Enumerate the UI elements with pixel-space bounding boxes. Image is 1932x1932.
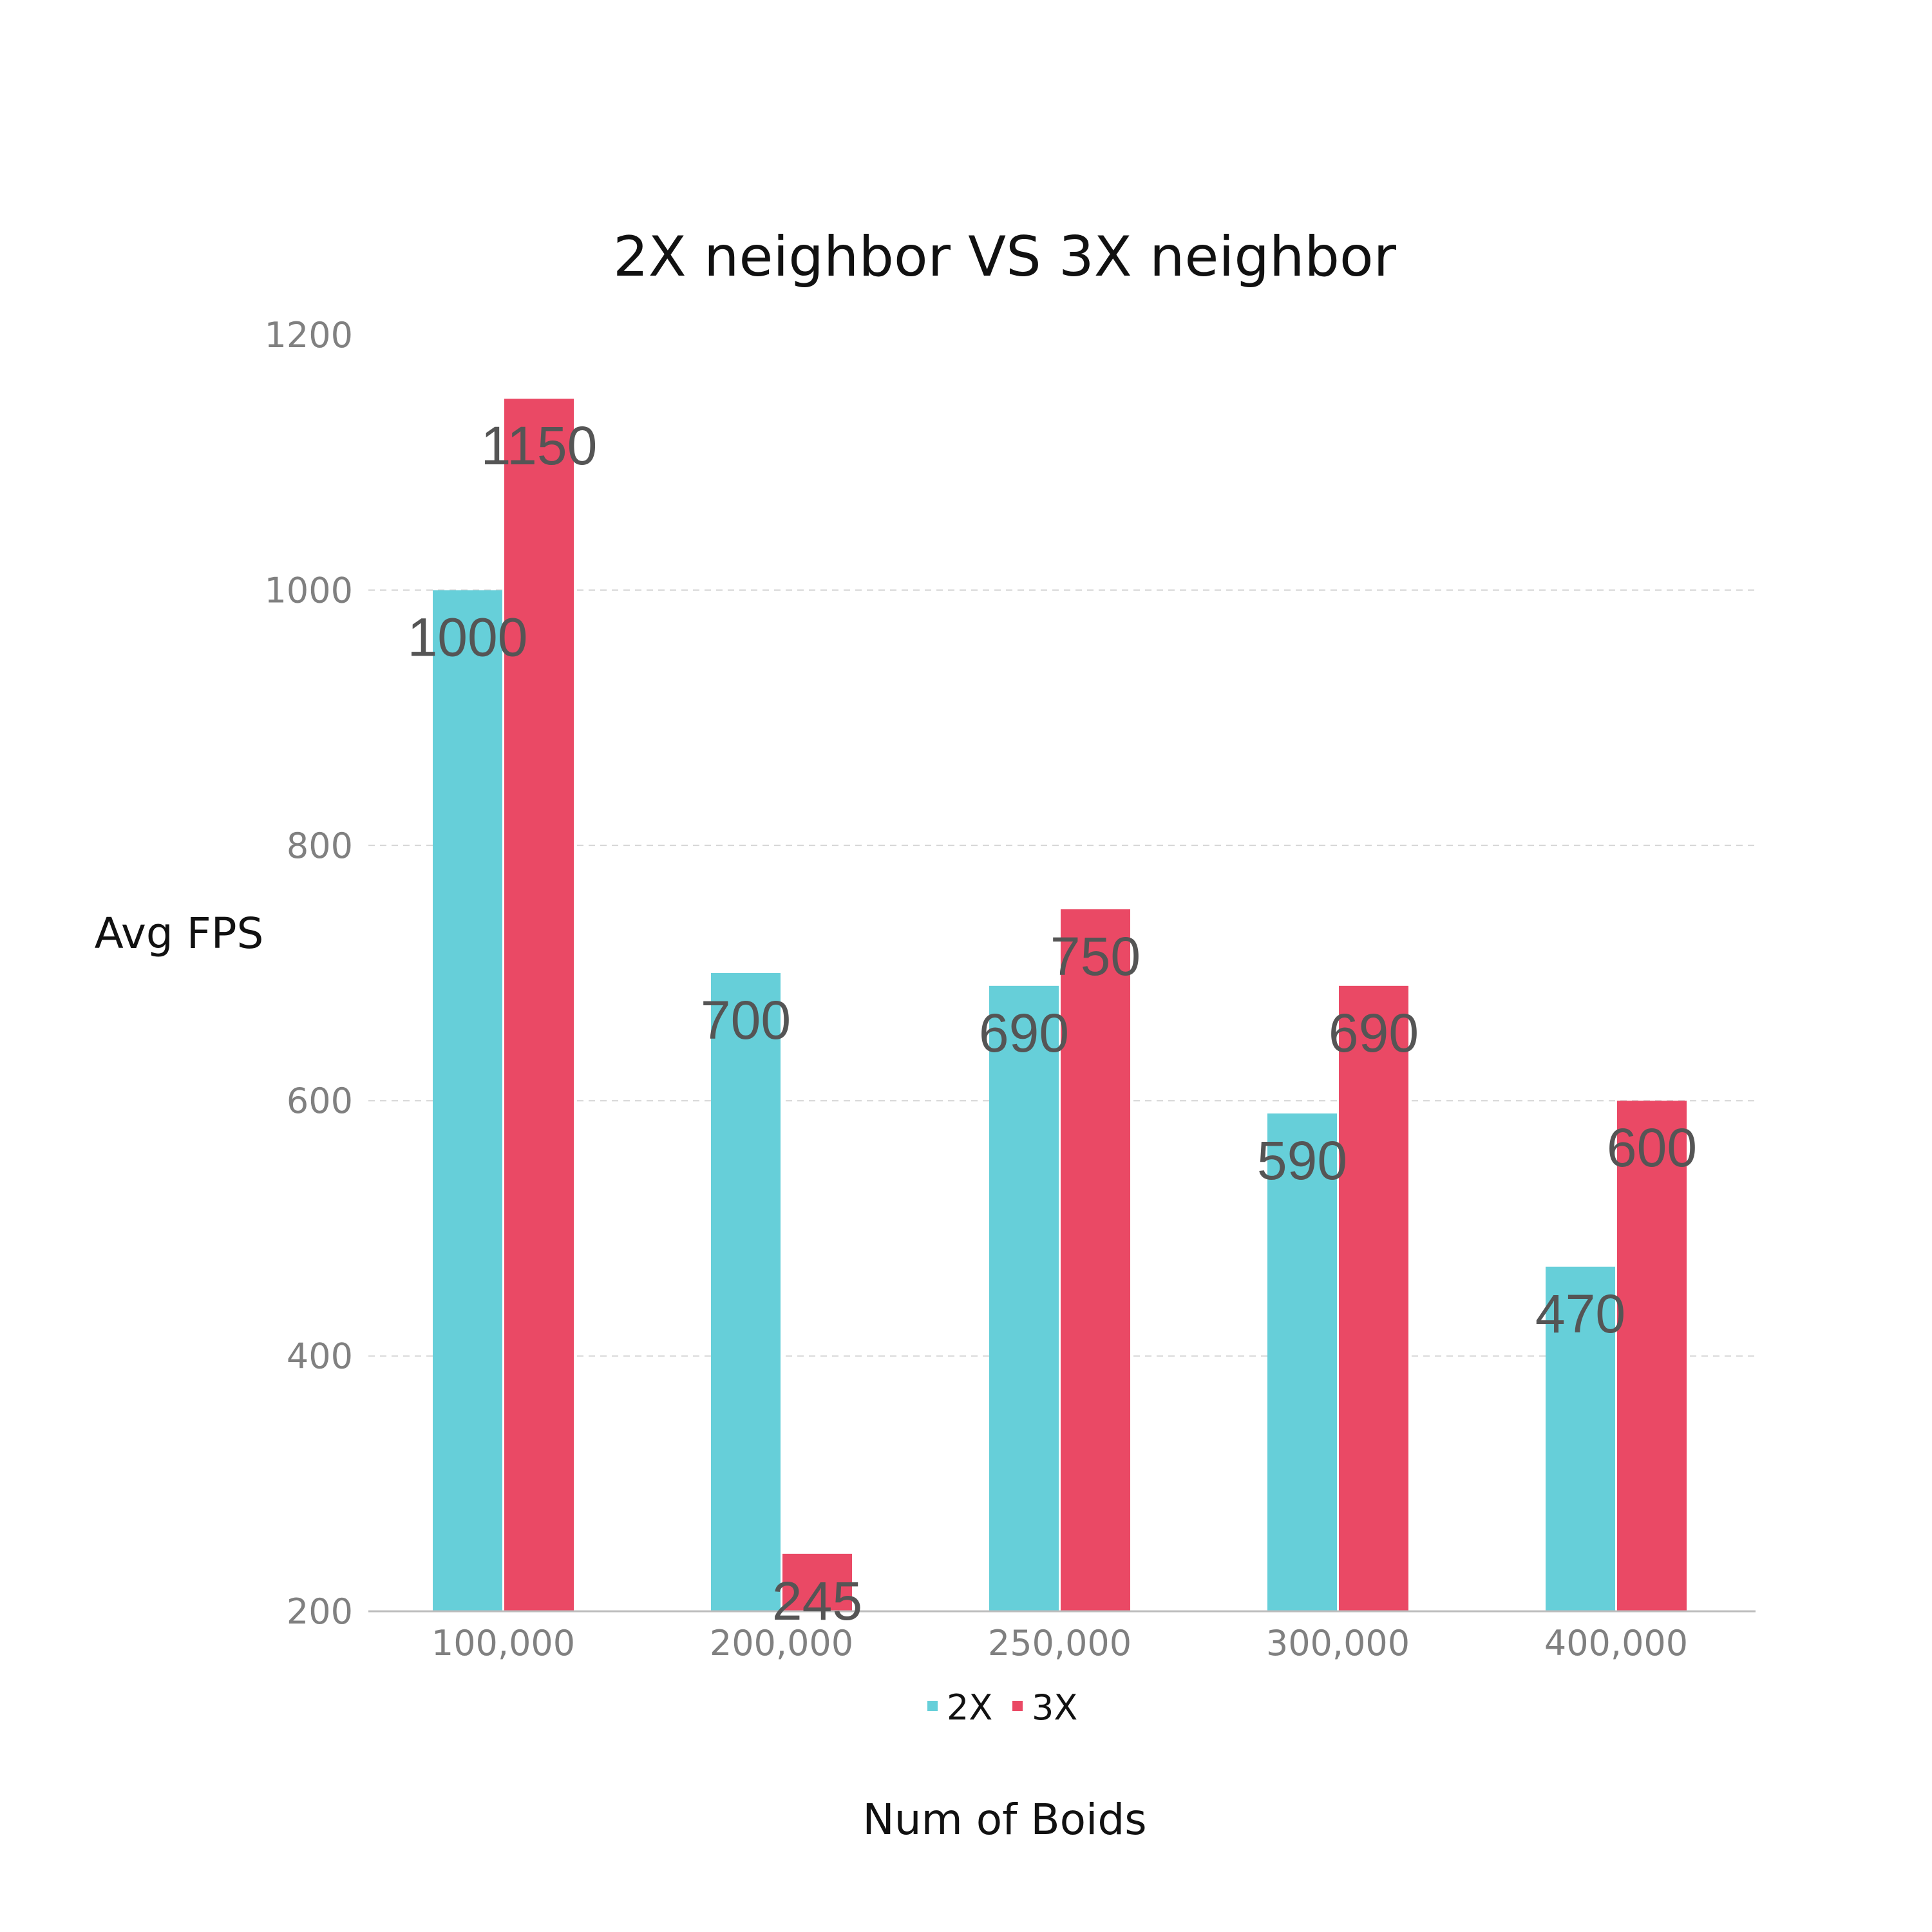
bar-3X-0 (504, 399, 574, 1611)
legend-label-3X: 3X (1032, 1687, 1077, 1728)
x-tick-label: 300,000 (1266, 1623, 1410, 1663)
y-tick-label: 1200 (265, 315, 353, 355)
bar-3X-4 (1617, 1101, 1687, 1611)
y-axis-label: Avg FPS (95, 909, 264, 958)
data-label-2X-2: 690 (979, 1003, 1069, 1063)
bars (433, 399, 1687, 1611)
data-label-3X-4: 600 (1607, 1117, 1697, 1178)
data-label-2X-1: 700 (701, 990, 791, 1050)
x-axis-ticks: 100,000 200,000 250,000 300,000 400,000 (431, 1623, 1688, 1663)
y-tick-label: 800 (287, 826, 353, 866)
chart-title: 2X neighbor VS 3X neighbor (613, 225, 1397, 289)
bar-2X-4 (1546, 1266, 1615, 1611)
y-axis-ticks: 200 400 600 800 1000 1200 (265, 315, 353, 1632)
x-tick-label: 200,000 (710, 1623, 853, 1663)
x-tick-label: 100,000 (431, 1623, 575, 1663)
bar-2X-1 (711, 973, 781, 1611)
x-tick-label: 400,000 (1544, 1623, 1688, 1663)
y-tick-label: 1000 (265, 570, 353, 611)
data-label-3X-3: 690 (1329, 1003, 1419, 1063)
x-axis-label: Num of Boids (862, 1795, 1146, 1844)
y-tick-label: 400 (287, 1336, 353, 1377)
bar-2X-2 (989, 985, 1059, 1611)
legend-swatch-3X (1012, 1701, 1023, 1711)
y-tick-label: 200 (287, 1591, 353, 1632)
bar-3X-3 (1339, 985, 1408, 1611)
data-label-3X-1: 245 (772, 1571, 862, 1631)
data-label-3X-0: 1150 (481, 415, 598, 476)
legend-swatch-2X (927, 1701, 938, 1711)
bar-2X-3 (1267, 1113, 1337, 1611)
bar-2X-0 (433, 590, 502, 1611)
data-label-3X-2: 750 (1050, 926, 1141, 987)
bar-3X-2 (1061, 909, 1130, 1611)
data-label-2X-3: 590 (1257, 1130, 1347, 1191)
data-label-2X-0: 1000 (408, 607, 528, 667)
bar-3X-1 (782, 1553, 852, 1611)
y-tick-label: 600 (287, 1081, 353, 1121)
legend-label-2X: 2X (947, 1687, 992, 1728)
data-label-2X-4: 470 (1535, 1283, 1625, 1344)
data-labels: 1000 1150 700 245 690 750 590 690 470 600 (408, 415, 1698, 1631)
x-tick-label: 250,000 (988, 1623, 1132, 1663)
legend: 2X 3X (927, 1687, 1077, 1728)
